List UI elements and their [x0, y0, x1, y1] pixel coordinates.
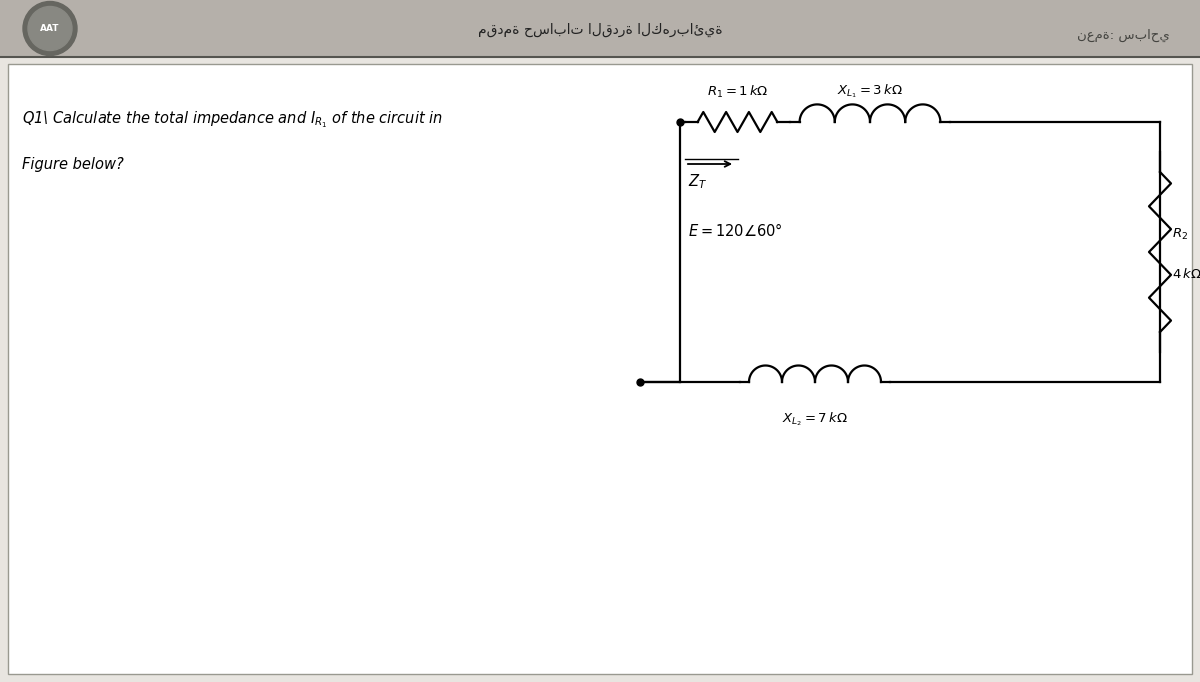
Text: Figure below?: Figure below?: [22, 156, 124, 171]
FancyBboxPatch shape: [0, 0, 1200, 57]
Circle shape: [28, 7, 72, 50]
Text: نعمة: سباحي: نعمة: سباحي: [1078, 29, 1170, 42]
Text: $X_{L_1} = 3\,k\Omega$: $X_{L_1} = 3\,k\Omega$: [838, 83, 902, 100]
FancyBboxPatch shape: [8, 64, 1192, 674]
Text: $R_2$: $R_2$: [1172, 226, 1188, 241]
Text: $E = 120\angle60°$: $E = 120\angle60°$: [688, 222, 782, 239]
Text: مقدمة حسابات القدرة الكهربائية: مقدمة حسابات القدرة الكهربائية: [478, 23, 722, 37]
Text: $R_1 = 1\,k\Omega$: $R_1 = 1\,k\Omega$: [707, 84, 768, 100]
Text: $Z_T$: $Z_T$: [688, 172, 707, 191]
Text: $X_{L_2} = 7\,k\Omega$: $X_{L_2} = 7\,k\Omega$: [782, 410, 848, 428]
Text: $4\,k\Omega$: $4\,k\Omega$: [1172, 267, 1200, 281]
Circle shape: [23, 1, 77, 55]
Text: Q1\ Calculate the total impedance and $I_{R_1}$ of the circuit in: Q1\ Calculate the total impedance and $I…: [22, 110, 443, 130]
Text: AAT: AAT: [41, 24, 60, 33]
